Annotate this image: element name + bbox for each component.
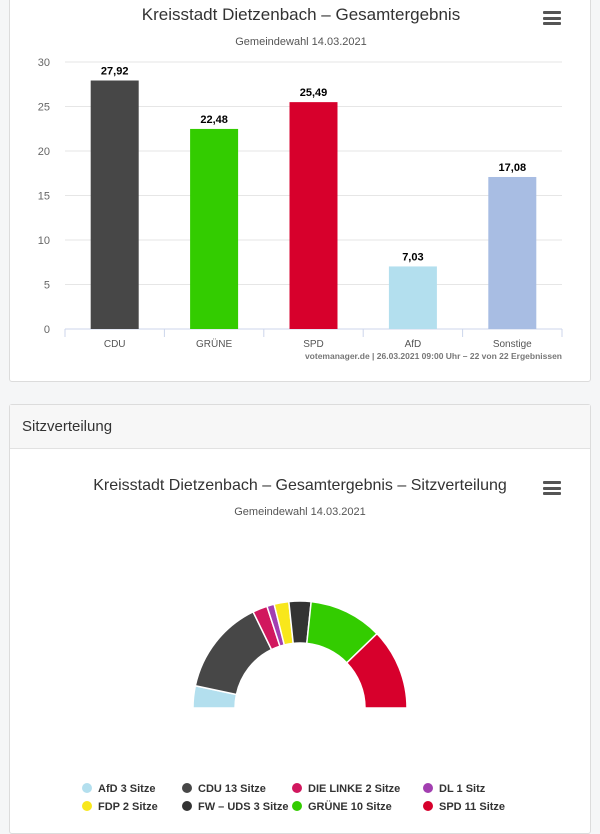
legend: AfD 3 Sitze CDU 13 Sitze DIE LINKE 2 Sitze… [82, 783, 505, 813]
x-tick-label: AfD [405, 339, 422, 350]
y-tick-label: 20 [38, 146, 50, 158]
data-label: 7,03 [402, 251, 423, 263]
x-tick-label: CDU [104, 339, 126, 350]
data-label: 27,92 [101, 66, 129, 78]
bar-cdu[interactable] [90, 80, 139, 330]
legend-symbol [292, 783, 302, 793]
y-tick-label: 15 [38, 191, 50, 203]
data-label: 17,08 [499, 162, 527, 174]
legend-symbol [423, 801, 433, 811]
x-tick-label: SPD [303, 339, 324, 350]
chart-credits[interactable]: votemanager.de | 26.03.2021 09:00 Uhr – … [305, 351, 562, 361]
legend-item[interactable]: FW – UDS 3 Sitze [198, 801, 288, 813]
seat-distribution-card: Sitzverteilung Kreisstadt Dietzenbach – … [9, 404, 591, 834]
chart-title: Kreisstadt Dietzenbach – Gesamtergebnis … [93, 477, 507, 494]
y-tick-label: 30 [38, 57, 50, 69]
data-label: 25,49 [300, 87, 328, 99]
x-tick-label: GRÜNE [196, 338, 232, 350]
results-card: Kreisstadt Dietzenbach – Gesamtergebnis … [9, 0, 591, 382]
chart-title: Kreisstadt Dietzenbach – Gesamtergebnis [142, 5, 460, 24]
legend-item[interactable]: SPD 11 Sitze [439, 801, 505, 813]
bar-chart: Kreisstadt Dietzenbach – Gesamtergebnis … [38, 5, 563, 361]
legend-item[interactable]: GRÜNE 10 Sitze [308, 800, 392, 813]
y-tick-label: 10 [38, 235, 50, 247]
bar-afd[interactable] [388, 266, 437, 329]
seat-arcs [192, 600, 408, 709]
bar-series: 27,92 22,48 25,49 7,03 17,08 [90, 66, 537, 330]
bar-grüne[interactable] [190, 128, 239, 329]
bar-sonstige[interactable] [488, 176, 537, 329]
hamburger-menu-icon[interactable] [543, 481, 561, 495]
legend-symbol [82, 801, 92, 811]
legend-item[interactable]: DL 1 Sitz [439, 783, 486, 795]
seat-chart: Kreisstadt Dietzenbach – Gesamtergebnis … [82, 477, 507, 813]
data-label: 22,48 [200, 114, 228, 126]
legend-symbol [182, 801, 192, 811]
legend-item[interactable]: CDU 13 Sitze [198, 783, 266, 795]
x-axis-ticks: CDU GRÜNE SPD AfD Sonstige [64, 329, 563, 350]
legend-symbol [82, 783, 92, 793]
chart-subtitle: Gemeindewahl 14.03.2021 [234, 506, 365, 518]
legend-item[interactable]: DIE LINKE 2 Sitze [308, 783, 400, 795]
y-axis-ticks: 0 5 10 15 20 25 30 [38, 57, 50, 336]
legend-item[interactable]: FDP 2 Sitze [98, 801, 158, 813]
legend-symbol [292, 801, 302, 811]
chart-subtitle: Gemeindewahl 14.03.2021 [235, 36, 366, 48]
y-tick-label: 0 [44, 324, 50, 336]
x-tick-label: Sonstige [493, 339, 532, 350]
legend-symbol [423, 783, 433, 793]
bar-spd[interactable] [289, 102, 338, 329]
seat-arc[interactable] [345, 632, 408, 709]
y-tick-label: 25 [38, 102, 50, 114]
y-tick-label: 5 [44, 280, 50, 292]
card-header: Sitzverteilung [10, 405, 590, 449]
hamburger-menu-icon[interactable] [543, 11, 561, 25]
legend-item[interactable]: AfD 3 Sitze [98, 783, 155, 795]
legend-symbol [182, 783, 192, 793]
